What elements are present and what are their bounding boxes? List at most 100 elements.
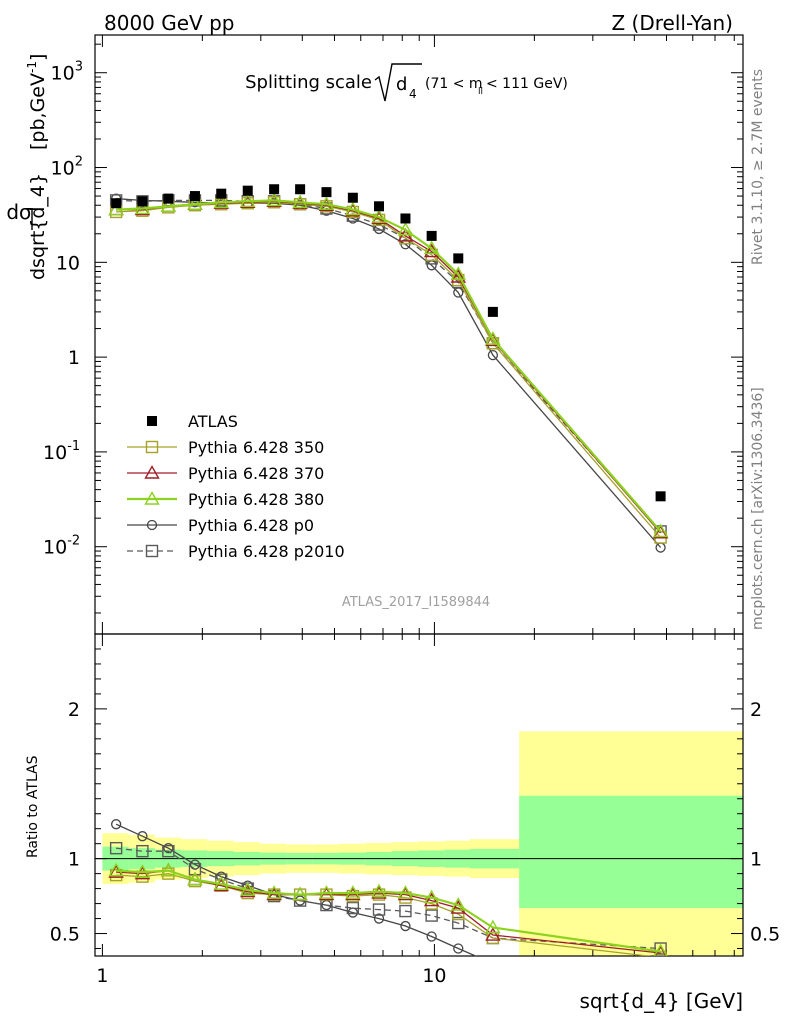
data-point — [652, 524, 669, 539]
analysis-id-label: ATLAS_2017_I1589844 — [342, 595, 490, 610]
ratio-point — [162, 844, 175, 858]
data-point — [450, 266, 466, 280]
ratio-point — [654, 951, 667, 956]
main-y-tick-label: 1 — [68, 347, 80, 369]
x-tick-label: 10 — [422, 965, 446, 987]
ratio-point — [346, 901, 360, 915]
x-axis-label: sqrt{d_4} [GeV] — [580, 989, 744, 1013]
data-point — [216, 188, 227, 199]
ratio-point — [488, 959, 497, 968]
ratio-point — [109, 841, 123, 855]
data-point — [374, 201, 385, 212]
ratio-y-tick-label-left: 0.5 — [50, 924, 80, 946]
ratio-y-tick-label-left: 1 — [68, 849, 80, 871]
data-point — [426, 230, 437, 241]
ratio-point — [397, 885, 414, 899]
data-point — [485, 331, 501, 345]
ratio-uncertainty-bands — [102, 731, 743, 956]
legend-marker — [145, 544, 159, 558]
legend-entry: Pythia 6.428 380 — [127, 490, 324, 509]
ratio-point — [399, 904, 412, 918]
legend-marker — [144, 465, 160, 479]
data-point — [371, 209, 387, 223]
ratio-point — [160, 862, 177, 877]
ratio-point — [134, 864, 151, 878]
main-y-tick-label: 10 — [56, 252, 80, 274]
legend-label: ATLAS — [188, 412, 238, 431]
ratio-line — [116, 869, 661, 953]
ratio-point — [485, 919, 501, 934]
ratio-y-axis-label: Ratio to ATLAS — [25, 755, 41, 858]
ratio-point — [347, 907, 359, 918]
series-line — [116, 200, 662, 534]
series-line — [116, 199, 662, 533]
data-point — [136, 195, 149, 208]
ratio-line — [115, 823, 478, 956]
ratio-point — [318, 885, 335, 899]
legend-marker — [144, 491, 160, 505]
data-point — [240, 193, 256, 208]
stat-uncertainty-band — [519, 795, 743, 909]
data-point — [111, 198, 122, 209]
axis-ticks: 10-2 10-1 1 10 102 103 0.5 0.5 1 1 2 2 1 10 — [43, 35, 780, 987]
title-main: Splitting scale — [245, 72, 372, 93]
legend-entry: ATLAS — [147, 412, 238, 431]
series-3 — [108, 192, 669, 538]
header-right-label: Z (Drell-Yan) — [611, 11, 733, 35]
main-y-tick-label: 10-1 — [43, 439, 80, 464]
ratio-series-layer — [108, 819, 668, 968]
data-point — [652, 523, 669, 538]
legend-entry: Pythia 6.428 p2010 — [127, 542, 345, 561]
data-point — [423, 240, 440, 255]
ratio-point — [425, 909, 438, 922]
ylabel-denominator: dsqrt{d_4} — [27, 173, 49, 280]
ratio-point — [654, 945, 667, 956]
data-point — [453, 253, 464, 264]
legend-entry: Pythia 6.428 350 — [127, 438, 324, 457]
data-point — [108, 201, 124, 216]
data-point — [134, 200, 151, 215]
ratio-line — [116, 847, 661, 950]
data-point — [397, 221, 414, 236]
data-point — [400, 213, 411, 224]
data-point — [137, 196, 148, 207]
legend-label: Pythia 6.428 350 — [188, 438, 324, 457]
data-point — [655, 542, 666, 553]
ratio-point — [110, 819, 122, 830]
ratio-point — [345, 885, 361, 899]
data-point — [345, 201, 361, 216]
rivet-version-label: Rivet 3.1.10, ≥ 2.7M events — [750, 69, 766, 265]
series-line — [116, 199, 662, 532]
ratio-point — [400, 920, 411, 932]
header-left-label: 8000 GeV pp — [104, 11, 235, 35]
data-point — [318, 196, 335, 210]
data-point — [295, 184, 306, 195]
title-cut-prefix: (71 < m — [425, 76, 483, 92]
ratio-point — [654, 942, 667, 955]
ratio-point — [373, 913, 385, 924]
main-y-axis-label: dσ dsqrt{d_4} [pb,GeV-1] — [6, 54, 49, 280]
ratio-point — [136, 844, 149, 858]
data-point — [321, 187, 332, 198]
data-point — [160, 198, 177, 212]
ratio-point — [163, 843, 174, 854]
title-sqrt-symbol: d — [396, 74, 407, 95]
ratio-point — [187, 871, 203, 886]
legend-entry: Pythia 6.428 370 — [127, 464, 324, 483]
mcplots-reference-label: mcplots.cern.ch [arXiv:1306.3436] — [750, 387, 766, 630]
title-cut-subscript: ll — [478, 87, 483, 97]
ratio-y-tick-label-right: 2 — [750, 699, 762, 721]
series-line — [116, 201, 662, 538]
ratio-point — [216, 871, 227, 882]
sqrt-radical-icon — [374, 63, 422, 102]
data-point — [347, 192, 358, 203]
legend-marker — [147, 416, 157, 426]
data-point — [213, 194, 229, 208]
data-point — [269, 184, 280, 195]
legend: ATLAS Pythia 6.428 350 Pythia 6.428 370 Pyt… — [127, 412, 345, 561]
ratio-series-2 — [108, 862, 668, 956]
plot-title: Splitting scale d 4 (71 < m ll < 111 GeV… — [245, 63, 568, 102]
ratio-point — [423, 892, 440, 907]
legend-marker — [145, 440, 159, 454]
